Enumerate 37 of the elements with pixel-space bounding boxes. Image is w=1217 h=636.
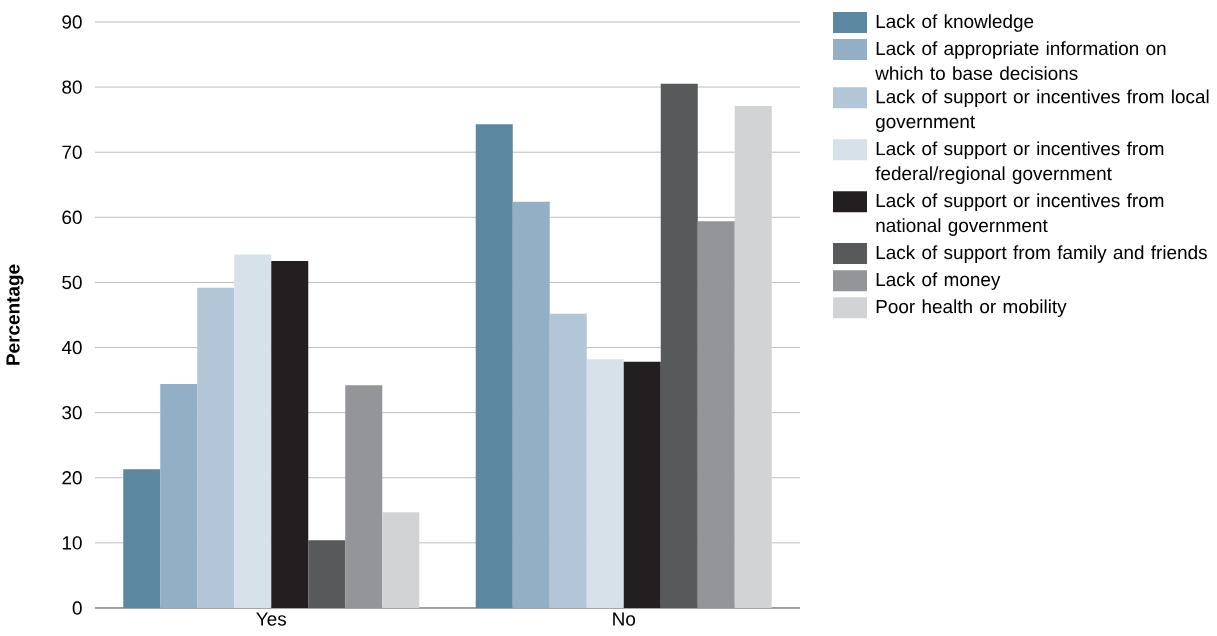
y-tick-label: 90 bbox=[62, 15, 82, 29]
y-tick-label: 10 bbox=[62, 536, 82, 550]
bar bbox=[475, 124, 513, 608]
y-tick-label: 80 bbox=[62, 80, 82, 94]
y-tick-label: 60 bbox=[62, 210, 82, 225]
legend-label: Lack of money bbox=[876, 272, 1001, 290]
bar bbox=[623, 361, 661, 608]
bar bbox=[271, 260, 309, 608]
legend-label: Poor health or mobility bbox=[876, 299, 1067, 318]
bar bbox=[734, 105, 772, 608]
y-tick-label: 20 bbox=[62, 471, 82, 485]
bar bbox=[160, 384, 198, 608]
bar bbox=[234, 254, 272, 608]
legend-label: Lack of appropriate information on which to base decisions bbox=[875, 41, 1166, 81]
y-tick-label: 40 bbox=[61, 340, 82, 355]
bar bbox=[123, 469, 161, 608]
bar bbox=[345, 385, 383, 608]
bar bbox=[697, 221, 735, 608]
y-tick-label: 70 bbox=[62, 145, 82, 159]
legend-label: Lack of knowledge bbox=[876, 14, 1034, 32]
y-tick-label: 0 bbox=[72, 601, 82, 615]
bar bbox=[308, 540, 346, 608]
bar bbox=[586, 359, 624, 608]
bar bbox=[197, 287, 235, 608]
legend-label: Lack of support or incentives from national government bbox=[876, 193, 1164, 236]
bar bbox=[549, 313, 587, 608]
legend-label: Lack of support or incentives from local government bbox=[876, 89, 1209, 132]
x-tick-label: No bbox=[613, 612, 636, 626]
y-tick-label: 50 bbox=[62, 275, 82, 290]
bar bbox=[382, 512, 420, 608]
legend-label: Lack of support or incentives from federal/regional government bbox=[875, 141, 1164, 184]
bar bbox=[660, 83, 698, 608]
x-tick-label: Yes bbox=[256, 612, 287, 626]
legend-label: Lack of support from family and friends bbox=[876, 245, 1207, 263]
y-axis-title: Percentage bbox=[6, 264, 24, 365]
y-tick-label: 30 bbox=[62, 405, 82, 420]
bar bbox=[512, 201, 550, 608]
